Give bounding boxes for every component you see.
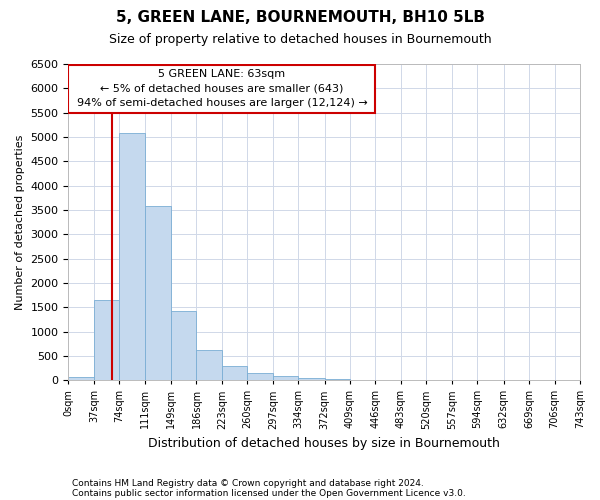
Bar bbox=[94, 300, 119, 380]
Text: Size of property relative to detached houses in Bournemouth: Size of property relative to detached ho… bbox=[109, 32, 491, 46]
Bar bbox=[171, 310, 196, 380]
Bar bbox=[68, 377, 94, 380]
X-axis label: Distribution of detached houses by size in Bournemouth: Distribution of detached houses by size … bbox=[148, 437, 500, 450]
FancyBboxPatch shape bbox=[68, 65, 376, 112]
Bar bbox=[222, 366, 247, 380]
Bar bbox=[196, 350, 222, 380]
Bar bbox=[247, 372, 273, 380]
Text: 5 GREEN LANE: 63sqm: 5 GREEN LANE: 63sqm bbox=[158, 68, 286, 78]
Y-axis label: Number of detached properties: Number of detached properties bbox=[15, 134, 25, 310]
Bar bbox=[145, 206, 171, 380]
Bar bbox=[119, 133, 145, 380]
Text: Contains HM Land Registry data © Crown copyright and database right 2024.: Contains HM Land Registry data © Crown c… bbox=[72, 478, 424, 488]
Text: ← 5% of detached houses are smaller (643): ← 5% of detached houses are smaller (643… bbox=[100, 84, 344, 94]
Text: 94% of semi-detached houses are larger (12,124) →: 94% of semi-detached houses are larger (… bbox=[77, 98, 367, 108]
Text: Contains public sector information licensed under the Open Government Licence v3: Contains public sector information licen… bbox=[72, 488, 466, 498]
Bar bbox=[325, 379, 350, 380]
Bar bbox=[273, 376, 298, 380]
Text: 5, GREEN LANE, BOURNEMOUTH, BH10 5LB: 5, GREEN LANE, BOURNEMOUTH, BH10 5LB bbox=[115, 10, 485, 25]
Bar bbox=[298, 378, 325, 380]
